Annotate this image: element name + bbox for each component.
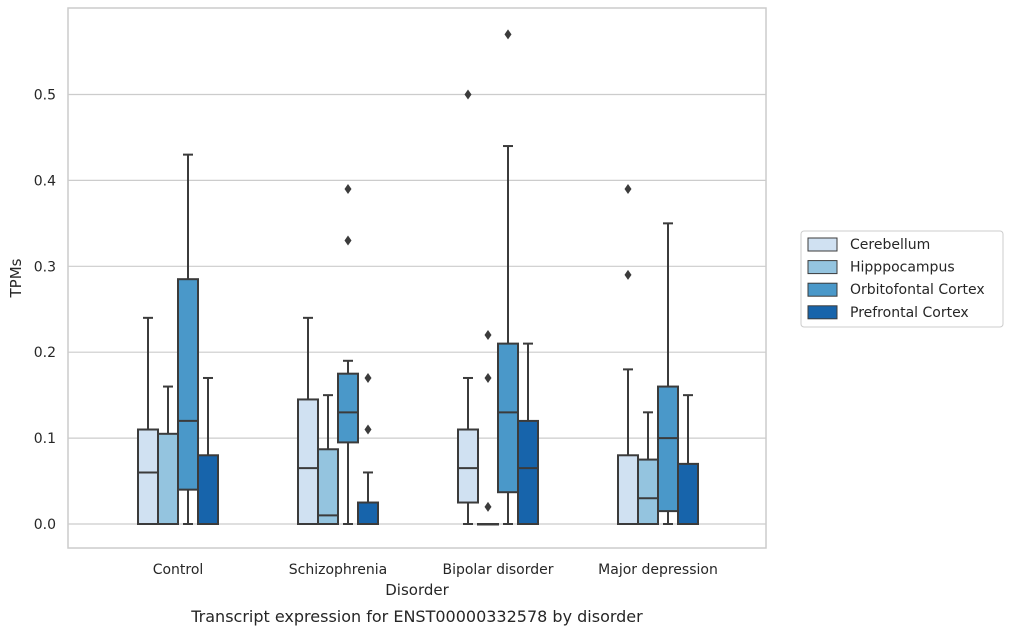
box-iqr xyxy=(317,448,339,525)
y-tick-label: 0.4 xyxy=(34,173,56,189)
outlier-point xyxy=(624,183,632,194)
box-hipppocampus xyxy=(317,394,339,525)
box-orbitofontal-cortex xyxy=(177,153,199,525)
box-cerebellum xyxy=(297,316,319,526)
box-prefrontal-cortex xyxy=(517,342,539,526)
x-tick-label: Control xyxy=(153,562,204,578)
legend-label: Hipppocampus xyxy=(850,260,955,276)
y-tick-label: 0.1 xyxy=(34,431,56,447)
box-iqr xyxy=(157,432,179,525)
outlier-point xyxy=(624,269,632,280)
outlier-point xyxy=(364,372,372,383)
outlier-point xyxy=(364,424,372,435)
x-tick-label: Bipolar disorder xyxy=(442,562,553,578)
box-orbitofontal-cortex xyxy=(337,183,359,525)
box-cerebellum xyxy=(137,316,159,526)
plot-frame xyxy=(67,7,767,549)
box-iqr xyxy=(357,501,379,525)
outlier-point xyxy=(504,29,512,40)
box-hipppocampus xyxy=(637,411,659,526)
box-orbitofontal-cortex xyxy=(497,29,519,525)
box-prefrontal-cortex xyxy=(677,394,699,525)
outlier-point xyxy=(344,235,352,246)
x-tick-labels: Control Schizophrenia Bipolar disorder Majo… xyxy=(153,562,718,578)
outlier-point xyxy=(484,501,492,512)
box-iqr xyxy=(137,428,159,526)
y-tick-labels: 0.0 0.1 0.2 0.3 0.4 0.5 xyxy=(34,88,56,534)
box-orbitofontal-cortex xyxy=(657,222,679,525)
box-series xyxy=(137,29,699,526)
box-iqr xyxy=(657,385,679,513)
legend-swatch xyxy=(807,260,838,275)
box-iqr xyxy=(617,454,639,525)
outlier-point xyxy=(464,89,472,100)
outlier-point xyxy=(484,372,492,383)
x-tick-label: Schizophrenia xyxy=(289,562,387,578)
x-axis-label: Disorder xyxy=(385,581,449,599)
box-iqr xyxy=(637,458,659,526)
legend: Cerebellum Hipppocampus Orbitofontal Corte… xyxy=(800,230,1004,328)
legend-label: Prefrontal Cortex xyxy=(850,305,969,321)
y-tick-label: 0.2 xyxy=(34,345,56,361)
outlier-point xyxy=(484,330,492,341)
box-prefrontal-cortex xyxy=(357,372,379,525)
box-iqr xyxy=(457,428,479,504)
x-tick-label: Major depression xyxy=(598,562,718,578)
box-iqr xyxy=(517,419,539,526)
legend-frame xyxy=(800,230,1004,328)
box-iqr xyxy=(677,462,699,525)
box-iqr xyxy=(177,278,199,491)
box-cerebellum xyxy=(457,89,479,525)
figure-caption: Transcript expression for ENST0000033257… xyxy=(190,607,643,626)
legend-label: Cerebellum xyxy=(850,237,930,253)
box-prefrontal-cortex xyxy=(197,376,219,525)
legend-swatch xyxy=(807,305,838,320)
box-iqr xyxy=(197,454,219,525)
y-axis-label: TPMs xyxy=(7,258,25,298)
box-iqr xyxy=(497,342,519,494)
outlier-point xyxy=(344,183,352,194)
legend-swatch xyxy=(807,282,838,297)
y-tick-label: 0.3 xyxy=(34,259,56,275)
box-iqr xyxy=(337,372,359,444)
box-hipppocampus xyxy=(477,330,499,526)
box-iqr xyxy=(297,398,319,526)
y-tick-label: 0.0 xyxy=(34,517,56,533)
y-tick-label: 0.5 xyxy=(34,88,56,104)
legend-swatch xyxy=(807,237,838,252)
legend-label: Orbitofontal Cortex xyxy=(850,282,985,298)
